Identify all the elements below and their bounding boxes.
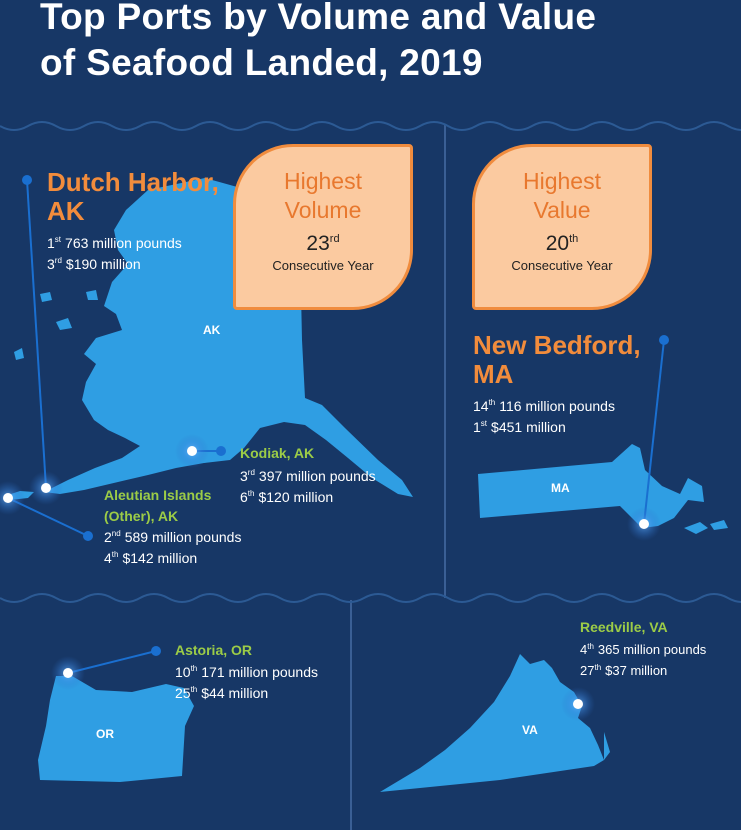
badge-volume-label: Consecutive Year — [272, 258, 374, 273]
title-line-2: of Seafood Landed, 2019 — [40, 42, 483, 83]
astoria-value: 25th $44 million — [175, 685, 269, 701]
new-bedford-volume: 14th 116 million pounds — [473, 398, 615, 414]
badge-value-line1: Highest — [523, 168, 601, 194]
page-title: Top Ports by Volume and Value of Seafood… — [40, 0, 596, 86]
massachusetts-shape — [478, 444, 728, 534]
state-label-va: VA — [522, 723, 538, 737]
badge-value-line2: Value — [533, 197, 591, 223]
port-markers — [0, 434, 661, 721]
aleutian-value: 4th $142 million — [104, 550, 198, 566]
badge-volume-line2: Volume — [284, 197, 362, 223]
state-label-ak: AK — [203, 323, 221, 337]
port-name-dutch-harbor: Dutch Harbor, AK — [47, 167, 219, 226]
dutch-harbor-value: 3rd $190 million — [47, 256, 141, 272]
kodiak-volume: 3rd 397 million pounds — [240, 468, 376, 484]
reedville-value: 27th $37 million — [580, 662, 668, 678]
state-label-or: OR — [96, 727, 114, 741]
badge-volume-count: 23rd — [306, 232, 340, 255]
reedville-volume: 4th 365 million pounds — [580, 641, 707, 657]
port-name-new-bedford: New Bedford, MA — [473, 330, 641, 389]
port-name-aleutian-islands: Aleutian Islands (Other), AK — [104, 487, 212, 524]
port-name-astoria: Astoria, OR — [175, 642, 253, 658]
oregon-shape — [38, 676, 194, 782]
badge-volume-line1: Highest — [284, 168, 362, 194]
new-bedford-value: 1st $451 million — [473, 419, 566, 435]
port-name-kodiak: Kodiak, AK — [240, 445, 315, 461]
wave-divider-bottom — [0, 593, 741, 603]
dutch-harbor-volume: 1st 763 million pounds — [47, 235, 182, 251]
badge-value-label: Consecutive Year — [511, 258, 613, 273]
port-name-reedville: Reedville, VA — [580, 619, 668, 635]
highest-volume-badge: Highest Volume 23rd Consecutive Year — [233, 144, 413, 310]
connector-endpoints — [22, 175, 669, 656]
state-label-ma: MA — [551, 481, 570, 495]
divider-center-bottom — [350, 600, 352, 830]
title-line-1: Top Ports by Volume and Value — [40, 0, 597, 37]
badge-value-count: 20th — [545, 232, 579, 255]
astoria-volume: 10th 171 million pounds — [175, 664, 318, 680]
kodiak-value: 6th $120 million — [240, 489, 334, 505]
aleutian-volume: 2nd 589 million pounds — [104, 529, 242, 545]
virginia-shape — [380, 654, 610, 792]
divider-center-top — [444, 124, 446, 598]
wave-divider-top — [0, 121, 741, 131]
highest-value-badge: Highest Value 20th Consecutive Year — [472, 144, 652, 310]
